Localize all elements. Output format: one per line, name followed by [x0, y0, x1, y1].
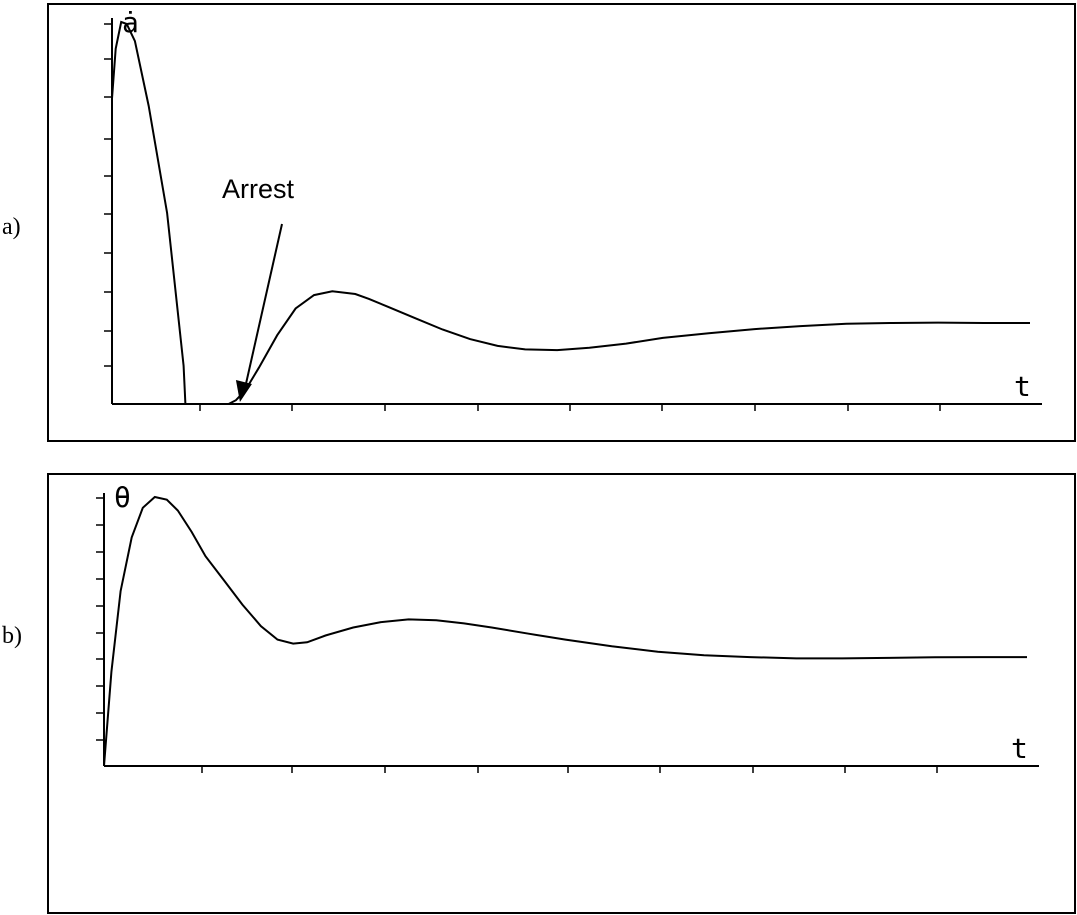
chart-a: ȧ t Arrest — [104, 6, 1042, 411]
y-axis-label: θ — [114, 481, 131, 514]
panel-b-label: b) — [2, 623, 22, 649]
panel-a-label: a) — [2, 214, 21, 240]
chart-b: θt — [96, 481, 1039, 773]
panel-a-frame — [47, 3, 1076, 442]
series-line — [111, 20, 1030, 405]
y-axis-label: ȧ — [122, 6, 139, 39]
series-line — [103, 495, 1027, 767]
x-axis-label: t — [1011, 732, 1028, 765]
annotation-arrow — [244, 223, 283, 385]
annotation-arrowhead — [235, 380, 252, 402]
annotation-text: Arrest — [222, 174, 295, 204]
panel-b-frame — [47, 473, 1076, 914]
x-axis-label: t — [1014, 370, 1031, 403]
